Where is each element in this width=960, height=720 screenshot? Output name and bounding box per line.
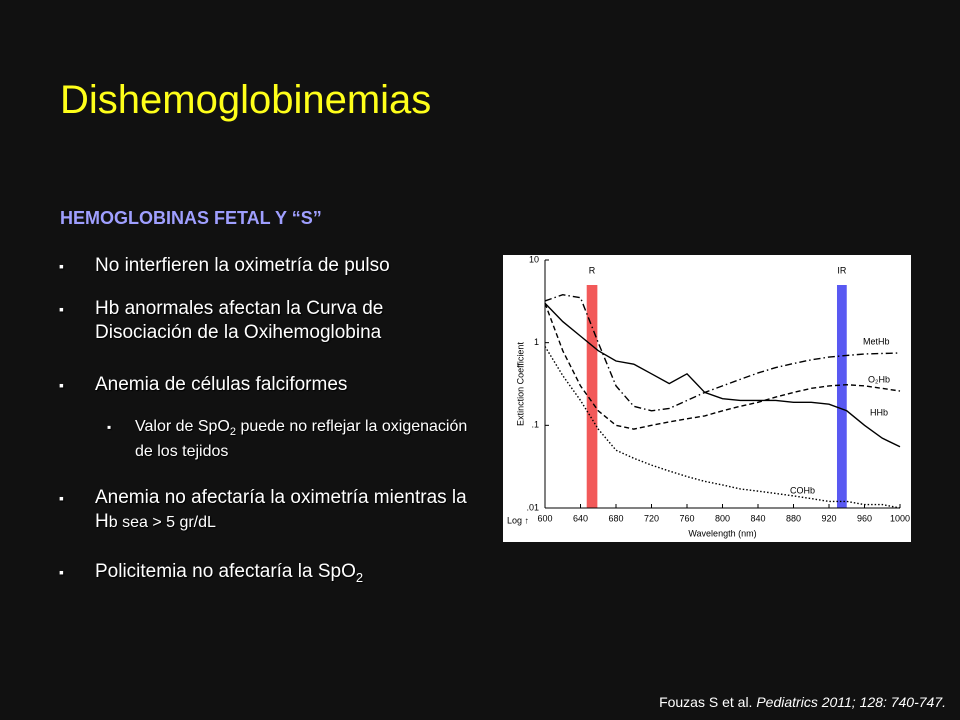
series-line	[544, 302, 901, 430]
subscript: 2	[355, 569, 364, 585]
text: Anemia no afectaría la oximetría mientra…	[95, 487, 467, 532]
section-heading: HEMOGLOBINAS FETAL Y “S”	[60, 208, 322, 228]
x-tick-label: 1000	[890, 513, 910, 523]
x-tick-label: 640	[573, 513, 588, 523]
y-tick-label: .1	[531, 420, 539, 430]
y-tick-label: 10	[529, 255, 539, 264]
text: b sea > 5 gr/dL	[108, 514, 216, 531]
band	[836, 285, 847, 508]
series-label: MetHb	[863, 336, 890, 346]
x-tick-label: 960	[857, 513, 872, 523]
log-note: Log ↑	[507, 515, 529, 525]
series-line	[544, 346, 901, 509]
subscript: 2	[229, 426, 236, 439]
text: Policitemia no afectaría la SpO	[95, 561, 356, 582]
bullet: No interfieren la oximetría de pulso	[59, 254, 475, 278]
bullet: Anemia de células falciformes	[59, 373, 475, 397]
band	[586, 285, 598, 508]
series-label: O₂Hb	[868, 374, 890, 384]
text: Fouzas S et al.	[659, 694, 753, 710]
x-tick-label: 800	[715, 513, 730, 523]
series-line	[544, 294, 901, 412]
x-tick-label: 920	[821, 513, 836, 523]
x-axis-label: Wavelength (nm)	[688, 528, 756, 538]
x-tick-label: 760	[679, 513, 694, 523]
sub-bullet: Valor de SpO2 puede no reflejar la oxige…	[107, 417, 475, 462]
y-axis-label: Extinction Coefficient	[515, 342, 525, 426]
x-tick-label: 880	[786, 513, 801, 523]
x-tick-label: 720	[644, 513, 659, 523]
band-label: R	[589, 265, 596, 275]
bullet: Anemia no afectaría la oximetría mientra…	[59, 486, 475, 535]
text: Valor de SpO	[135, 418, 230, 435]
series-line	[544, 302, 901, 448]
x-tick-label: 680	[608, 513, 623, 523]
band-label: IR	[837, 265, 847, 275]
text: puede no reflejar la oxigenación de los …	[135, 418, 468, 461]
x-tick-label: 840	[750, 513, 765, 523]
y-tick-label: 1	[534, 337, 539, 347]
y-tick-label: .01	[526, 502, 539, 512]
series-label: COHb	[790, 485, 815, 495]
slide-title: Dishemoglobinemias	[60, 78, 432, 122]
series-label: HHb	[870, 407, 888, 417]
text: Pediatrics 2011; 128: 740-747.	[756, 694, 946, 710]
bullet: Hb anormales afectan la Curva de Disocia…	[59, 297, 475, 345]
bullet: Policitemia no afectaría la SpO2	[59, 560, 475, 590]
x-tick-label: 600	[537, 513, 552, 523]
citation: Fouzas S et al. Pediatrics 2011; 128: 74…	[659, 694, 946, 710]
